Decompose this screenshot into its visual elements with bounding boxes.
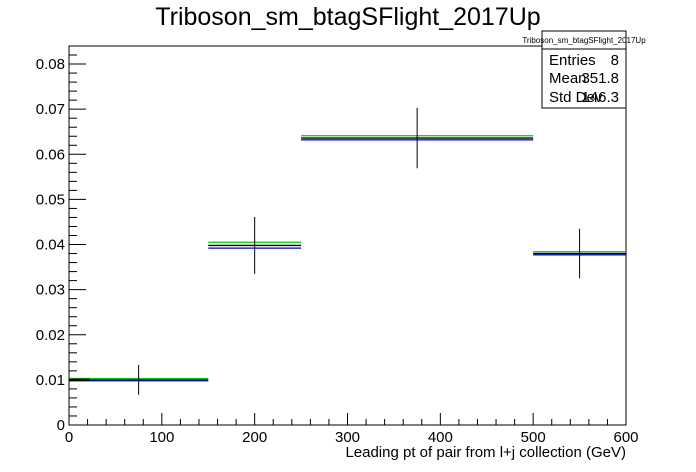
y-tick-label: 0.06	[36, 146, 65, 163]
x-tick-label: 200	[242, 429, 267, 446]
chart-title: Triboson_sm_btagSFlight_2017Up	[155, 3, 540, 31]
y-tick-label: 0.03	[36, 282, 65, 299]
y-tick-label: 0.01	[36, 372, 65, 389]
x-tick-label: 300	[335, 429, 360, 446]
x-tick-label: 100	[149, 429, 174, 446]
stats-entries-value: 8	[611, 52, 619, 69]
x-tick-label: 0	[65, 429, 73, 446]
stats-stddev-label: Std Dev	[549, 89, 603, 106]
stats-mean-value: 351.8	[581, 70, 619, 87]
x-axis-label: Leading pt of pair from l+j collection (…	[345, 444, 626, 461]
y-tick-label: 0.05	[36, 191, 65, 208]
stats-mean-label: Mean	[549, 70, 587, 87]
stats-box: Triboson_sm_btagSFlight_2017Up Entries 8…	[522, 30, 646, 109]
y-tick-label: 0	[57, 417, 65, 434]
stats-stddev-value: 146.3	[581, 89, 619, 106]
stats-entries-label: Entries	[549, 52, 596, 69]
y-tick-label: 0.04	[36, 237, 65, 254]
y-tick-label: 0.07	[36, 101, 65, 118]
x-tick-label: 500	[521, 429, 546, 446]
y-tick-label: 0.02	[36, 327, 65, 344]
y-tick-label: 0.08	[36, 56, 65, 73]
x-tick-label: 600	[613, 429, 638, 446]
x-tick-label: 400	[428, 429, 453, 446]
stats-title: Triboson_sm_btagSFlight_2017Up	[522, 36, 646, 45]
